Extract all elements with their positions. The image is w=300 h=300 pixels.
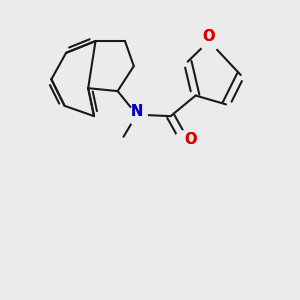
Text: O: O bbox=[202, 29, 215, 44]
Text: N: N bbox=[130, 104, 143, 119]
Text: O: O bbox=[184, 132, 196, 147]
Text: O: O bbox=[184, 132, 196, 147]
Text: N: N bbox=[130, 103, 143, 118]
Text: O: O bbox=[202, 29, 215, 44]
